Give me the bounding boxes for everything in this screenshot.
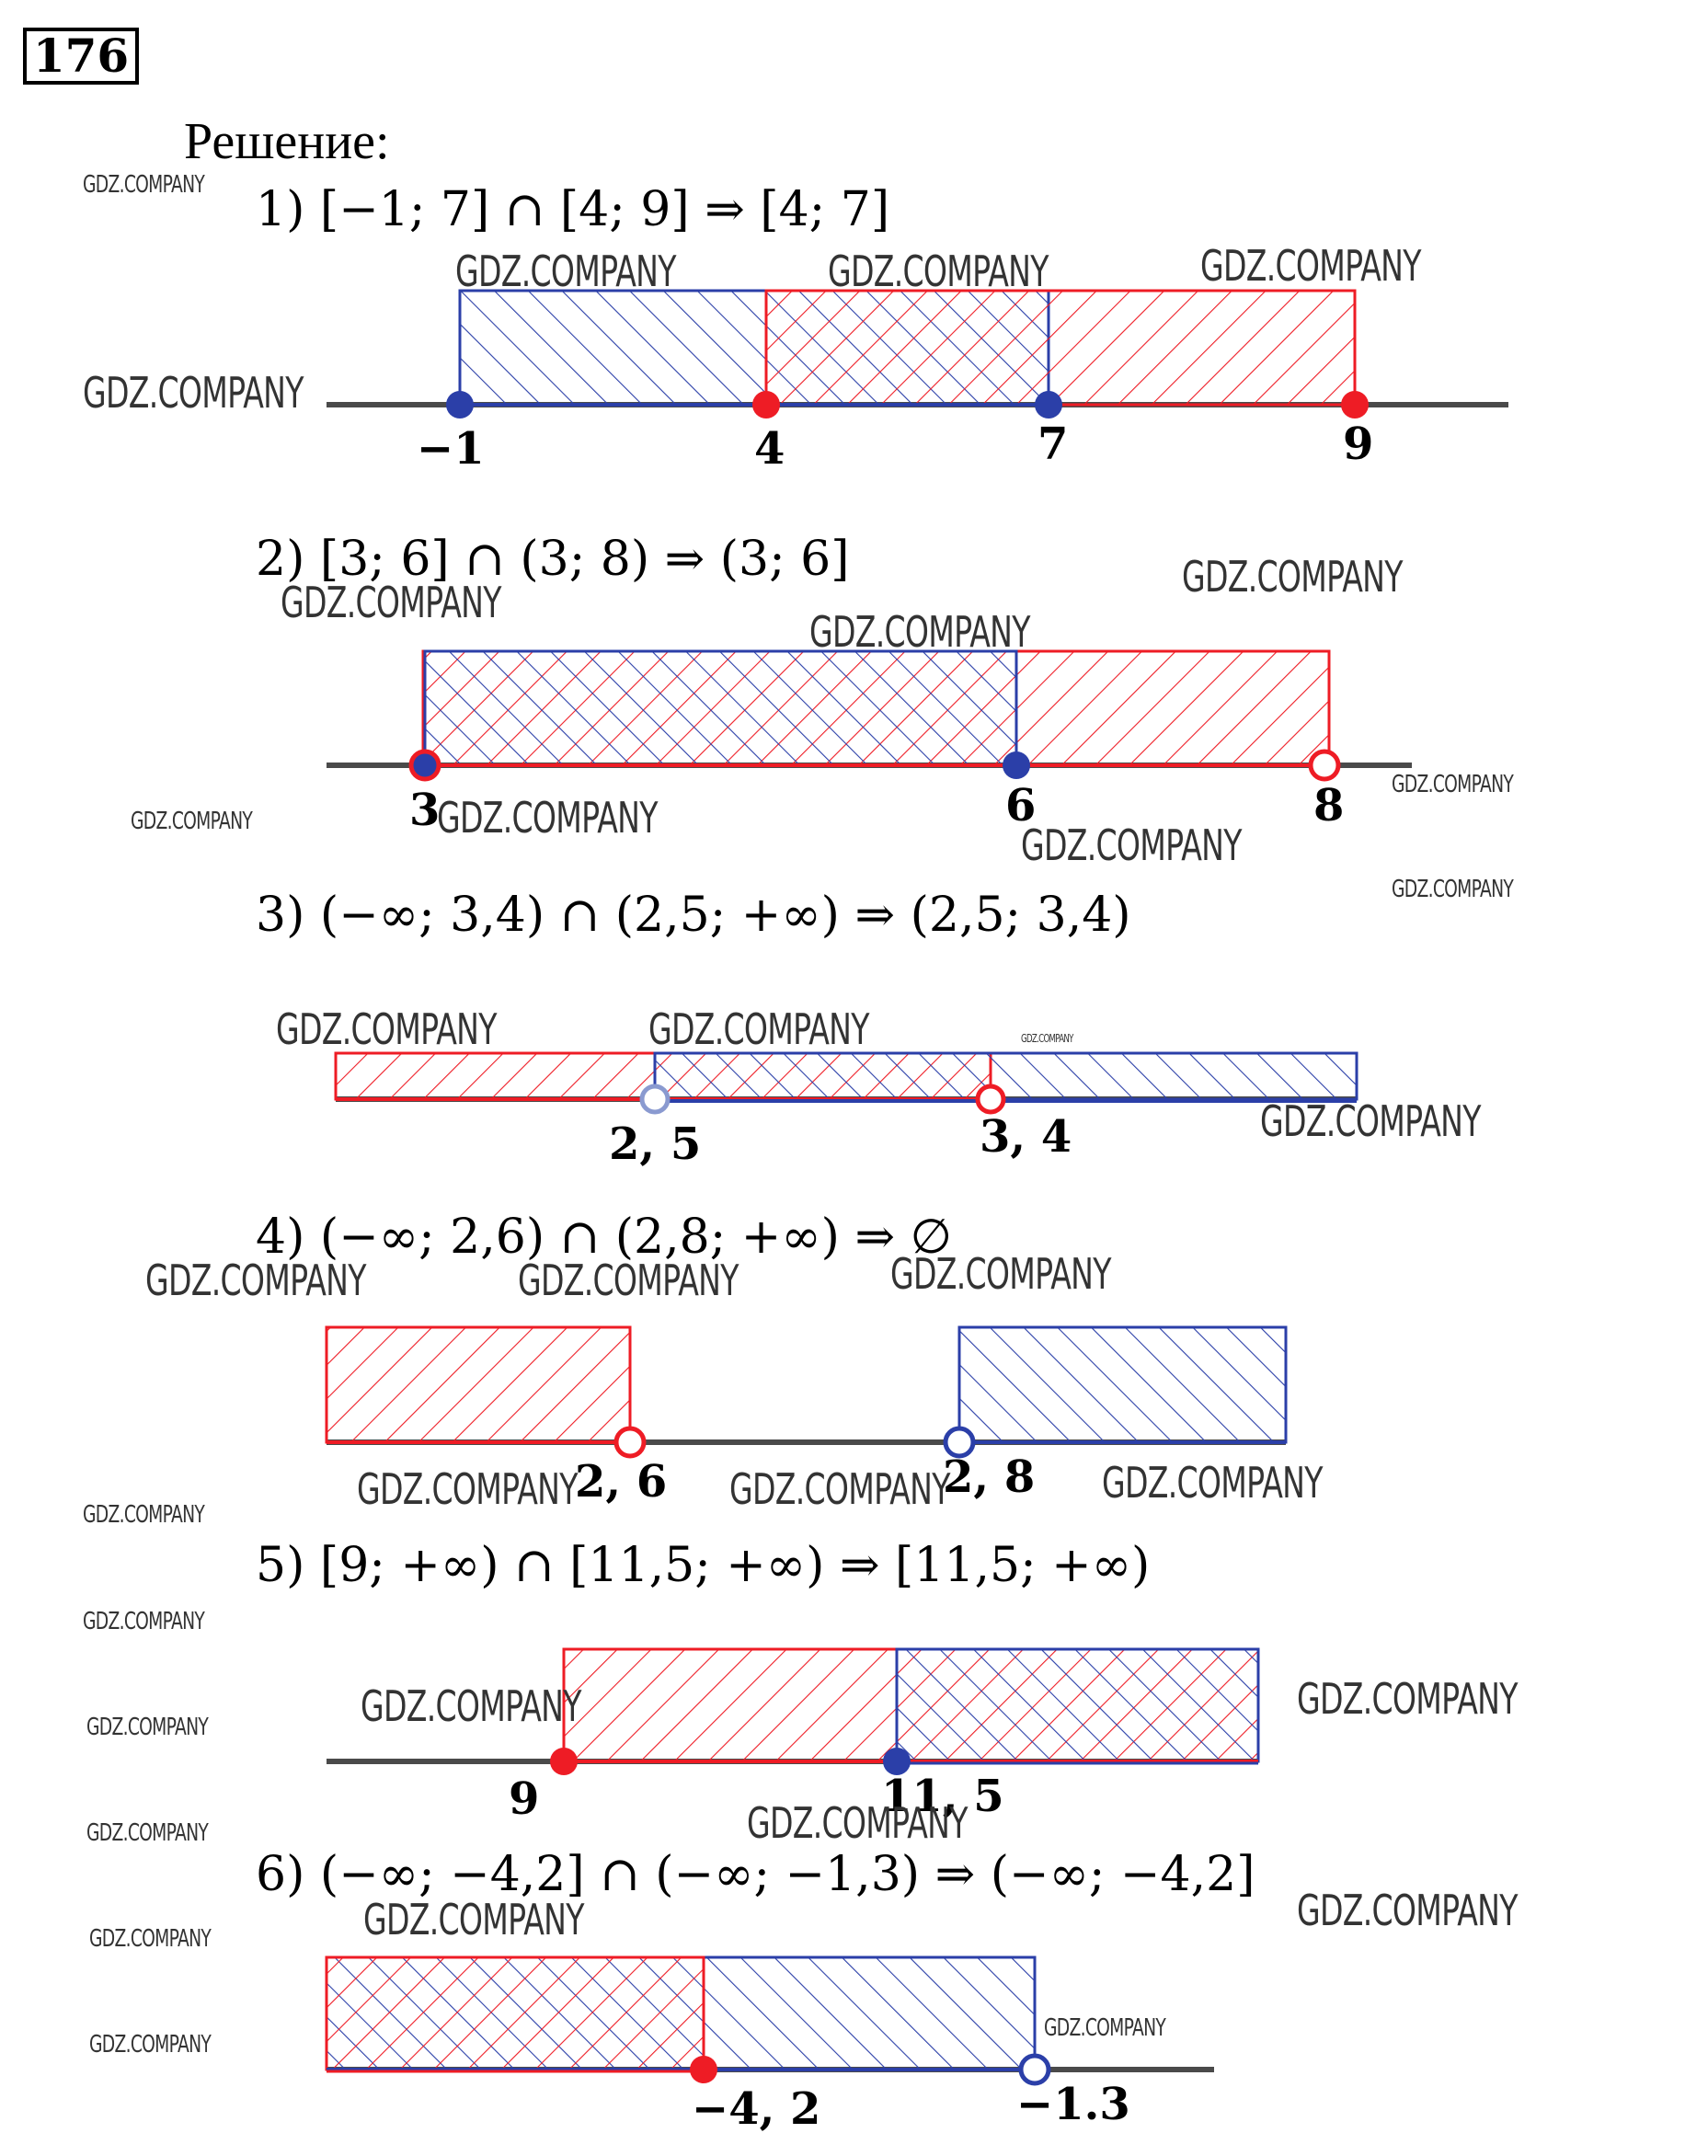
watermark: GDZ.COMPANY xyxy=(890,1249,1111,1299)
solution-heading: Решение: xyxy=(184,113,390,170)
watermark: GDZ.COMPANY xyxy=(86,1819,209,1847)
number-line-1 xyxy=(327,289,1508,419)
point-3-open xyxy=(408,749,441,782)
watermark: GDZ.COMPANY xyxy=(1297,1674,1518,1724)
number-line-3 xyxy=(334,1051,1358,1115)
watermark: GDZ.COMPANY xyxy=(83,171,205,199)
point-minus4-2 xyxy=(690,2056,717,2083)
tick-3-a: 2, 5 xyxy=(609,1118,702,1170)
equation-3: 3) (−∞; 3,4) ∩ (2,5; +∞) ⇒ (2,5; 3,4) xyxy=(256,888,1131,943)
watermark: GDZ.COMPANY xyxy=(1392,771,1514,798)
watermark: GDZ.COMPANY xyxy=(357,1464,578,1514)
watermark: GDZ.COMPANY xyxy=(1044,2014,1166,2042)
watermark: GDZ.COMPANY xyxy=(1021,820,1242,870)
point-minus1 xyxy=(446,391,474,419)
equation-5: 5) [9; +∞) ∩ [11,5; +∞) ⇒ [11,5; +∞) xyxy=(256,1538,1151,1593)
watermark: GDZ.COMPANY xyxy=(276,1004,497,1054)
point-minus1-3 xyxy=(1018,2053,1051,2086)
watermark: GDZ.COMPANY xyxy=(83,368,304,418)
point-2-6 xyxy=(613,1426,647,1459)
tick-4-b: 2, 8 xyxy=(943,1451,1036,1503)
point-9-b xyxy=(550,1748,578,1775)
watermark: GDZ.COMPANY xyxy=(83,1501,205,1529)
tick-1-b: 4 xyxy=(754,423,785,475)
watermark: GDZ.COMPANY xyxy=(1260,1096,1481,1146)
number-line-6 xyxy=(325,1955,1214,2086)
watermark: GDZ.COMPANY xyxy=(828,247,1049,296)
tick-4-a: 2, 6 xyxy=(575,1456,668,1508)
point-2-5 xyxy=(639,1084,671,1115)
interval-red-1 xyxy=(764,289,1357,407)
interval-blue-5 xyxy=(895,1647,1260,1763)
point-2-8 xyxy=(943,1426,976,1459)
number-line-5 xyxy=(327,1647,1260,1775)
tick-2-a: 3 xyxy=(409,785,441,836)
watermark: GDZ.COMPANY xyxy=(145,1256,366,1305)
task-number: 176 xyxy=(23,28,139,85)
watermark: GDZ.COMPANY xyxy=(1102,1458,1323,1508)
equation-2: 2) [3; 6] ∩ (3; 8) ⇒ (3; 6] xyxy=(256,532,850,587)
number-line-4 xyxy=(325,1325,1288,1459)
tick-2-c: 8 xyxy=(1313,780,1345,831)
tick-1-d: 9 xyxy=(1343,419,1374,470)
interval-blue-4 xyxy=(957,1325,1288,1444)
tick-6-b: −1.3 xyxy=(1016,2079,1130,2130)
interval-red-6 xyxy=(325,1955,705,2071)
point-9 xyxy=(1341,391,1369,419)
watermark: GDZ.COMPANY xyxy=(86,1714,209,1741)
interval-blue-3 xyxy=(653,1051,1358,1101)
tick-5-b: 11, 5 xyxy=(881,1771,1004,1822)
interval-blue-2 xyxy=(423,649,1018,767)
watermark: GDZ.COMPANY xyxy=(89,2031,212,2059)
watermark: GDZ.COMPANY xyxy=(1182,552,1403,602)
watermark: GDZ.COMPANY xyxy=(809,607,1030,657)
point-4 xyxy=(752,391,780,419)
watermark: GDZ.COMPANY xyxy=(1200,241,1421,291)
equation-6: 6) (−∞; −4,2] ∩ (−∞; −1,3) ⇒ (−∞; −4,2] xyxy=(256,1847,1255,1902)
point-3-filled xyxy=(413,753,437,777)
watermark: GDZ.COMPANY xyxy=(131,808,253,835)
tick-2-b: 6 xyxy=(1005,780,1037,831)
point-6 xyxy=(1003,751,1030,779)
tick-1-c: 7 xyxy=(1037,419,1069,470)
point-3-4 xyxy=(975,1084,1006,1115)
watermark: GDZ.COMPANY xyxy=(363,1895,584,1944)
point-8 xyxy=(1308,749,1341,782)
point-11-5 xyxy=(883,1748,911,1775)
number-line-2 xyxy=(327,649,1412,782)
watermark: GDZ.COMPANY xyxy=(747,1798,968,1848)
watermark: GDZ.COMPANY xyxy=(455,247,676,296)
watermark: GDZ.COMPANY xyxy=(89,1925,212,1953)
tick-6-a: −4, 2 xyxy=(692,2083,821,2135)
watermark: GDZ.COMPANY xyxy=(437,793,658,843)
watermark: GDZ.COMPANY xyxy=(518,1256,739,1305)
equation-1: 1) [−1; 7] ∩ [4; 9] ⇒ [4; 7] xyxy=(256,182,890,237)
tick-1-a: −1 xyxy=(417,423,485,475)
watermark: GDZ.COMPANY xyxy=(281,578,501,627)
interval-red-4 xyxy=(325,1325,632,1444)
point-7 xyxy=(1035,391,1062,419)
watermark: GDZ.COMPANY xyxy=(361,1681,581,1731)
watermark: GDZ.COMPANY xyxy=(1297,1886,1518,1935)
tick-5-a: 9 xyxy=(509,1773,540,1825)
watermark: GDZ.COMPANY xyxy=(83,1608,205,1635)
watermark: GDZ.COMPANY xyxy=(1392,876,1514,903)
equation-4: 4) (−∞; 2,6) ∩ (2,8; +∞) ⇒ ∅ xyxy=(256,1210,952,1265)
watermark: GDZ.COMPANY xyxy=(1021,1032,1073,1045)
watermark: GDZ.COMPANY xyxy=(729,1464,950,1514)
tick-3-b: 3, 4 xyxy=(980,1111,1072,1163)
watermark: GDZ.COMPANY xyxy=(648,1004,869,1054)
